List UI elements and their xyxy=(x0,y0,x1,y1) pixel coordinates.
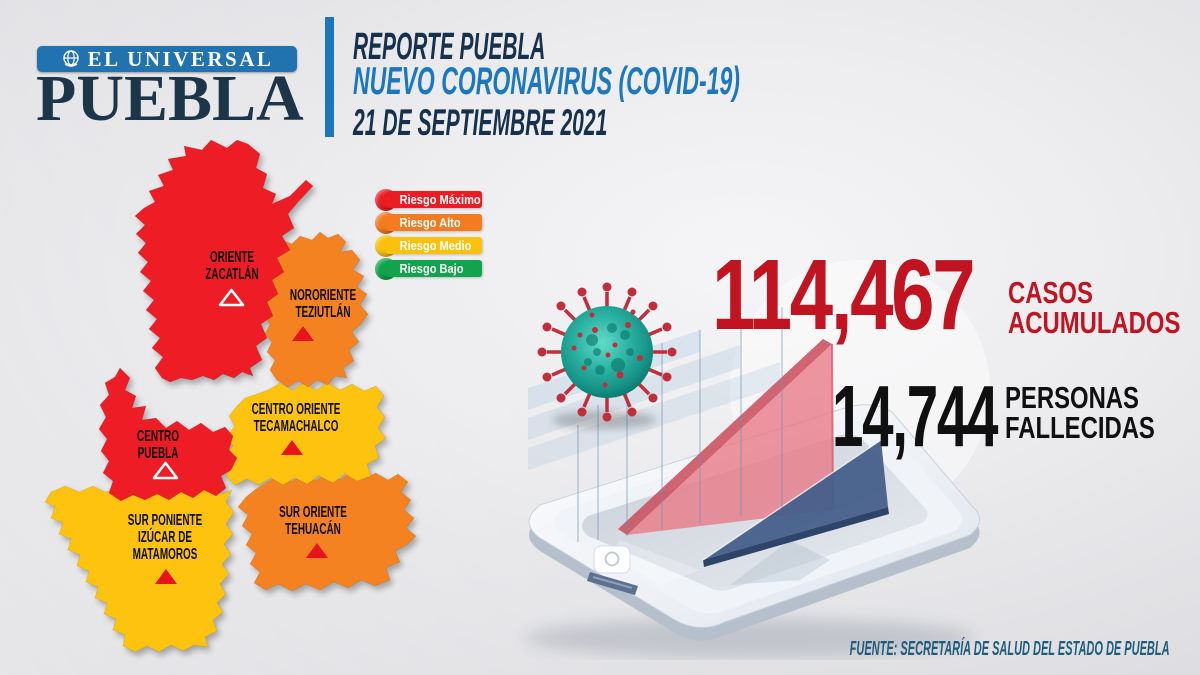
label-centro-puebla: CENTRO PUEBLA xyxy=(137,428,179,462)
triangle-filled-icon xyxy=(306,543,328,558)
legend-bar: Riesgo Medio xyxy=(386,237,482,254)
legend-bar: Riesgo Bajo xyxy=(386,260,482,277)
triangle-filled-icon xyxy=(281,440,303,455)
tablet-chart-illustration xyxy=(525,260,990,658)
tablet-speaker xyxy=(587,572,638,595)
report-date: 21 DE SEPTIEMBRE 2021 xyxy=(353,102,608,143)
triangle-outline-icon xyxy=(218,288,245,312)
region-centro-puebla xyxy=(98,367,238,502)
grid-lines xyxy=(577,307,783,542)
tablet-button xyxy=(593,545,631,574)
deaths-value: 14,744 xyxy=(832,368,998,465)
deaths-label: PERSONAS FALLECIDAS xyxy=(1005,380,1155,445)
triangle-filled-icon xyxy=(155,569,177,584)
legend-item-alto: Riesgo Alto xyxy=(375,212,495,234)
masthead-bar: EL UNIVERSAL xyxy=(37,46,297,72)
source-credit: FUENTE: SECRETARÍA DE SALUD DEL ESTADO D… xyxy=(850,638,1170,660)
legend-label: Riesgo Medio xyxy=(399,238,472,253)
masthead-region: PUEBLA xyxy=(36,62,304,135)
triangle-outline-icon xyxy=(152,461,179,485)
legend-bar: Riesgo Máximo xyxy=(386,191,482,208)
risk-legend: Riesgo Máximo Riesgo Alto Riesgo Medio R… xyxy=(375,189,495,281)
globe-icon xyxy=(61,49,81,69)
label-oriente-zacatlan: ORIENTE ZACATLÁN xyxy=(205,249,259,283)
cases-value: 114,467 xyxy=(712,239,976,351)
triangle-filled-icon xyxy=(292,326,314,341)
legend-item-medio: Riesgo Medio xyxy=(375,235,495,257)
deaths-trend-triangle xyxy=(702,439,889,567)
label-sur-poniente-izucar: SUR PONIENTE IZÚCAR DE MATAMOROS xyxy=(127,512,203,563)
tablet-shadow xyxy=(525,618,975,658)
report-title: REPORTE PUEBLA xyxy=(353,26,546,68)
cases-label: CASOS ACUMULADOS xyxy=(1008,275,1181,340)
report-subtitle: NUEVO CORONAVIRUS (COVID-19) xyxy=(353,60,740,103)
legend-item-max: Riesgo Máximo xyxy=(375,189,495,211)
label-sur-oriente-tehuacan: SUR ORIENTE TEHUACÁN xyxy=(279,504,347,538)
legend-item-bajo: Riesgo Bajo xyxy=(375,258,495,280)
legend-bar: Riesgo Alto xyxy=(386,214,482,231)
region-sur-poniente-izucar xyxy=(44,483,235,653)
region-oriente-zacatlan xyxy=(134,140,314,383)
label-nororiente-teziutlan: NORORIENTE TEZIUTLÁN xyxy=(289,287,357,321)
legend-label: Riesgo Bajo xyxy=(399,261,464,276)
label-centro-oriente-tecamachalco: CENTRO ORIENTE TECAMACHALCO xyxy=(251,401,341,435)
legend-label: Riesgo Máximo xyxy=(399,192,481,207)
legend-label: Riesgo Alto xyxy=(399,215,461,230)
masthead-title: EL UNIVERSAL xyxy=(87,46,274,71)
header-divider xyxy=(325,17,334,137)
puebla-risk-map xyxy=(44,140,417,653)
coronavirus-icon xyxy=(537,282,677,429)
